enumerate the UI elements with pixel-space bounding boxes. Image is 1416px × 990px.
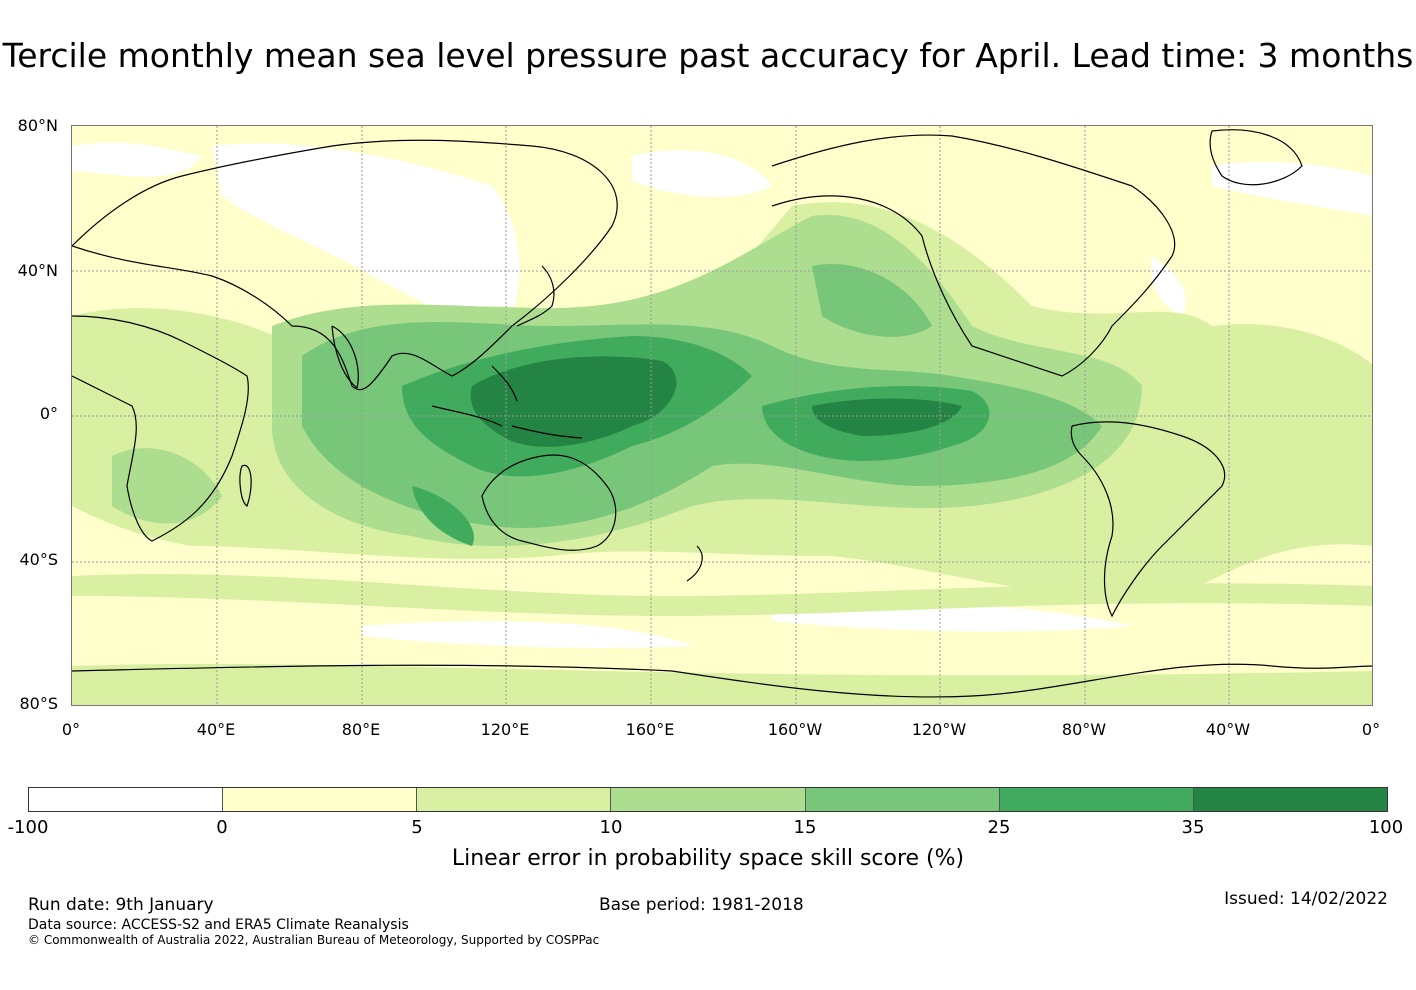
skill-map-canvas [72, 126, 1372, 705]
lat-label-80s: 80°S [19, 694, 58, 713]
lat-label-40n: 40°N [17, 261, 58, 280]
lon-label-80e: 80°E [341, 720, 381, 739]
colorbar-tick: 35 [1181, 817, 1205, 838]
lon-label-0-right: 0° [1361, 720, 1381, 739]
colorbar-bin-0-5 [223, 788, 418, 811]
colorbar-tick: 10 [599, 817, 623, 838]
coastlines [72, 129, 1372, 698]
lon-label-40w: 40°W [1205, 720, 1251, 739]
colorbar [28, 787, 1388, 812]
colorbar-tick: 100 [1368, 817, 1404, 838]
colorbar-tick: -100 [7, 817, 49, 838]
run-date: Run date: 9th January [28, 895, 214, 915]
colorbar-bin-35-100 [1193, 788, 1387, 811]
lon-label-160w: 160°W [767, 720, 823, 739]
lat-label-80n: 80°N [17, 116, 58, 135]
lat-label-0: 0° [39, 404, 58, 423]
colorbar-bin-5-10 [417, 788, 612, 811]
colorbar-bin-neg100-0 [29, 788, 224, 811]
lon-label-40e: 40°E [196, 720, 236, 739]
copyright: © Commonwealth of Australia 2022, Austra… [28, 933, 600, 947]
lon-label-0-left: 0° [61, 720, 81, 739]
skill-map [71, 125, 1373, 706]
map-title: Tercile monthly mean sea level pressure … [2, 36, 1414, 75]
colorbar-bin-25-35 [999, 788, 1194, 811]
skill-35-100-areas [470, 356, 962, 447]
issued-date: Issued: 14/02/2022 [1224, 889, 1388, 909]
colorbar-tick: 15 [793, 817, 817, 838]
colorbar-label: Linear error in probability space skill … [451, 846, 965, 871]
lat-label-40s: 40°S [19, 550, 58, 569]
data-source: Data source: ACCESS-S2 and ERA5 Climate … [28, 917, 409, 933]
colorbar-tick: 5 [411, 817, 423, 838]
graticule [72, 126, 1372, 705]
colorbar-bin-10-15 [611, 788, 806, 811]
colorbar-tick: 0 [216, 817, 228, 838]
colorbar-bin-15-25 [805, 788, 1000, 811]
lon-label-80w: 80°W [1061, 720, 1107, 739]
lon-label-120w: 120°W [911, 720, 967, 739]
colorbar-tick: 25 [987, 817, 1011, 838]
lon-label-160e: 160°E [625, 720, 675, 739]
lon-label-120e: 120°E [480, 720, 530, 739]
base-period: Base period: 1981-2018 [599, 895, 804, 915]
